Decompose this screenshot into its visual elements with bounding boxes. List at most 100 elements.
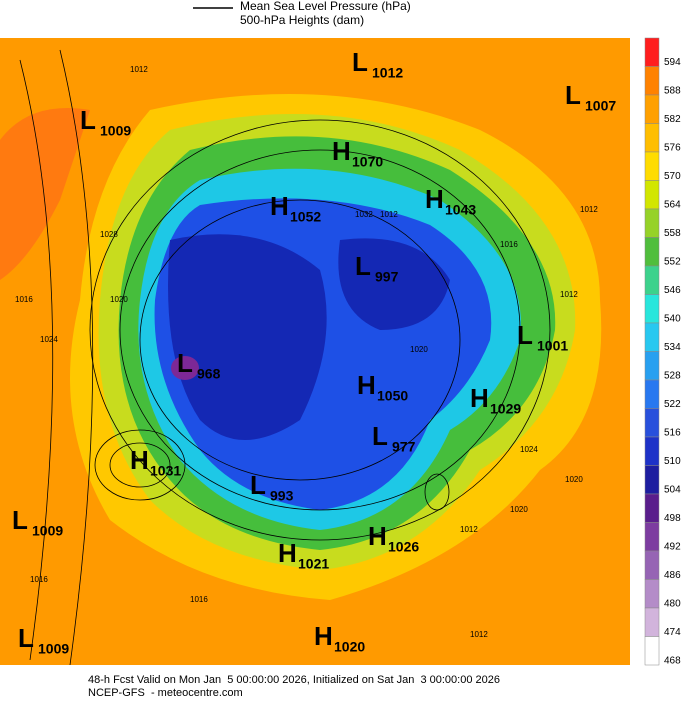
center-type: H xyxy=(130,445,149,475)
center-type: H xyxy=(357,370,376,400)
isobar-label: 1028 xyxy=(100,230,118,239)
colorbar-label: 480 xyxy=(664,598,681,609)
colorbar-cell xyxy=(644,294,660,324)
colorbar-label: 516 xyxy=(664,427,681,438)
colorbar-label: 540 xyxy=(664,313,681,324)
center-type: H xyxy=(425,184,444,214)
colorbar-cell xyxy=(644,180,660,210)
colorbar-label: 552 xyxy=(664,256,681,267)
colorbar-label: 588 xyxy=(664,85,681,96)
colorbar-label: 534 xyxy=(664,342,681,353)
colorbar-cell xyxy=(644,37,660,67)
colorbar-label: 498 xyxy=(664,513,681,524)
center-value: 1007 xyxy=(585,98,616,114)
colorbar-label: 546 xyxy=(664,285,681,296)
isobar-label: 1020 xyxy=(410,345,428,354)
isobar-labels: 1012 1012 1016 1020 1012 1016 1024 1028 1020 1024… xyxy=(15,65,598,639)
center-type: L xyxy=(18,623,34,653)
colorbar-label: 564 xyxy=(664,199,681,210)
center-value: 1020 xyxy=(334,639,365,655)
colorbar-cell xyxy=(644,522,660,552)
colorbar-cell xyxy=(644,351,660,381)
center-type: L xyxy=(372,421,388,451)
colorbar-label: 474 xyxy=(664,627,681,638)
colorbar-cell xyxy=(644,208,660,238)
isobar-label: 1012 xyxy=(560,290,578,299)
center-value: 1026 xyxy=(388,539,419,555)
isobar-label: 1012 xyxy=(130,65,148,74)
center-value: 977 xyxy=(392,439,416,455)
center-value: 1009 xyxy=(38,641,69,657)
center-type: L xyxy=(355,251,371,281)
center-type: H xyxy=(368,521,387,551)
colorbar-cell xyxy=(644,123,660,153)
colorbar-label: 582 xyxy=(664,114,681,125)
center-value: 1012 xyxy=(372,65,403,81)
map xyxy=(0,38,630,666)
isobar-label: 1012 xyxy=(580,205,598,214)
colorbar-cell xyxy=(644,66,660,96)
footer-valid: 48-h Fcst Valid on Mon Jan 5 00:00:00 20… xyxy=(88,674,500,686)
colorbar-label: 558 xyxy=(664,228,681,239)
colorbar-cell xyxy=(644,408,660,438)
colorbar-cell xyxy=(644,322,660,352)
footer-source: NCEP-GFS - meteocentre.com xyxy=(88,687,243,699)
center-type: L xyxy=(12,505,28,535)
center-type: H xyxy=(332,136,351,166)
center-type: L xyxy=(177,348,193,378)
colorbar-label: 468 xyxy=(664,655,681,666)
legend-mslp: Mean Sea Level Pressure (hPa) xyxy=(240,0,411,13)
height-zone xyxy=(338,238,450,330)
isobar-label: 1020 xyxy=(110,295,128,304)
center-type: L xyxy=(250,470,266,500)
center-value: 1043 xyxy=(445,202,476,218)
colorbar-cell xyxy=(644,636,660,666)
center-value: 993 xyxy=(270,488,294,504)
center-type: L xyxy=(352,47,368,77)
isobar-label: 1016 xyxy=(30,575,48,584)
height-zone xyxy=(171,356,199,380)
legend-heights: 500-hPa Heights (dam) xyxy=(240,13,364,27)
isobar-label: 1016 xyxy=(500,240,518,249)
center-value: 997 xyxy=(375,269,399,285)
isobar-label: 1012 xyxy=(380,210,398,219)
isobar-label: 1016 xyxy=(15,295,33,304)
colorbar-cell xyxy=(644,151,660,181)
center-value: 1009 xyxy=(32,523,63,539)
center-value: 1052 xyxy=(290,209,321,225)
center-type: H xyxy=(278,538,297,568)
center-value: 1001 xyxy=(537,338,568,354)
colorbar-cell xyxy=(644,436,660,466)
isobar-label: 1012 xyxy=(470,630,488,639)
colorbar-label: 486 xyxy=(664,570,681,581)
center-value: 1029 xyxy=(490,401,521,417)
colorbar-label: 504 xyxy=(664,484,681,495)
colorbar-label: 594 xyxy=(664,57,681,68)
isobar-label: 1024 xyxy=(520,445,538,454)
center-type: L xyxy=(565,80,581,110)
center-type: H xyxy=(314,621,333,651)
colorbar-cell xyxy=(644,94,660,124)
center-value: 1070 xyxy=(352,154,383,170)
colorbar-cell xyxy=(644,379,660,409)
center-type: H xyxy=(270,191,289,221)
colorbar-cell xyxy=(644,465,660,495)
center-value: 968 xyxy=(197,366,221,382)
center-value: 1009 xyxy=(100,123,131,139)
center-type: L xyxy=(80,105,96,135)
colorbar-cell xyxy=(644,265,660,295)
isobar-label: 1020 xyxy=(510,505,528,514)
isobar-label: 1032 xyxy=(355,210,373,219)
isobar-label: 1024 xyxy=(40,335,58,344)
colorbar-cell xyxy=(644,550,660,580)
isobar-label: 1012 xyxy=(460,525,478,534)
isobar-label: 1020 xyxy=(565,475,583,484)
colorbar-label: 528 xyxy=(664,370,681,381)
center-type: L xyxy=(517,320,533,350)
colorbar-label: 522 xyxy=(664,399,681,410)
colorbar-cell xyxy=(644,607,660,637)
height-zone xyxy=(168,234,327,440)
warm-area xyxy=(0,108,90,280)
